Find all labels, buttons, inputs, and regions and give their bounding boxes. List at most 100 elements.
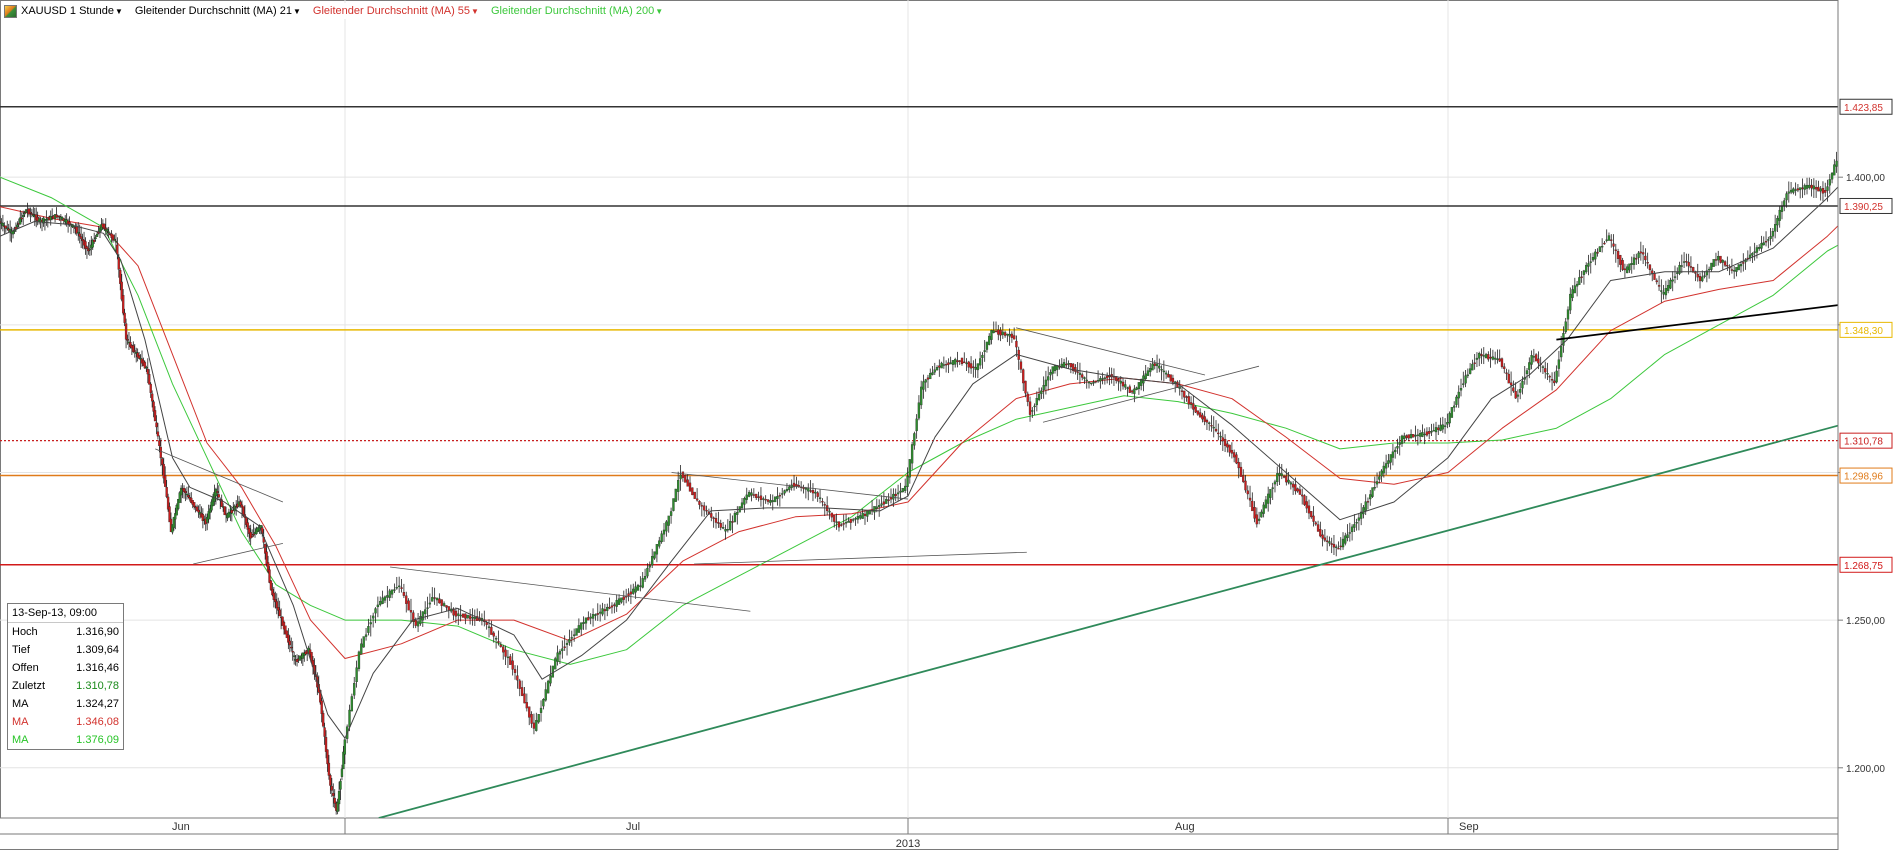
candle-body xyxy=(658,540,661,547)
candle-body xyxy=(878,505,881,508)
app-logo-icon xyxy=(4,4,17,18)
candle-body xyxy=(1667,285,1670,291)
candle-body xyxy=(332,793,335,796)
candle-body xyxy=(1792,188,1795,193)
candle-body xyxy=(1808,184,1811,188)
candle-body xyxy=(75,226,78,234)
candle-body xyxy=(1364,501,1367,511)
candle-body xyxy=(1096,380,1100,382)
candle-body xyxy=(156,431,160,437)
candle-body xyxy=(969,363,973,369)
candle-body xyxy=(16,224,19,228)
candle-body xyxy=(1849,128,1851,136)
candle-body xyxy=(292,655,296,657)
candle-body xyxy=(1571,289,1574,298)
candle-body xyxy=(1448,413,1451,424)
candle-body xyxy=(1044,379,1048,387)
candle-body xyxy=(634,586,637,593)
candle-body xyxy=(1264,499,1268,509)
candle-body xyxy=(719,523,722,528)
candle-body xyxy=(174,513,177,520)
candle-body xyxy=(179,487,183,496)
level-price-label: 1.310,78 xyxy=(1844,437,1883,448)
candle-body xyxy=(651,556,654,566)
candle-body xyxy=(1548,376,1551,378)
candle-body xyxy=(795,484,798,487)
candle-body xyxy=(1534,354,1538,362)
candle-body xyxy=(84,241,87,249)
candle-body xyxy=(461,613,465,618)
symbol-label: XAUUSD 1 Stunde xyxy=(21,5,114,17)
candle-body xyxy=(158,440,161,447)
candle-body xyxy=(376,604,380,608)
candle-body xyxy=(842,523,845,525)
candle-body xyxy=(152,401,155,412)
candle-body xyxy=(285,630,289,639)
trendline xyxy=(671,472,909,500)
candle-body xyxy=(193,502,196,508)
candle-body xyxy=(1013,335,1016,340)
candle-body xyxy=(1117,379,1120,382)
candle-body xyxy=(1375,481,1379,485)
candle-body xyxy=(398,585,401,588)
candle-body xyxy=(383,596,387,601)
level-price-label: 1.348,30 xyxy=(1844,326,1883,337)
candle-body xyxy=(1560,346,1563,358)
candle-body xyxy=(1212,426,1215,429)
candle-body xyxy=(414,620,417,626)
candle-body xyxy=(1883,122,1885,123)
candle-body xyxy=(442,603,446,606)
candle-body xyxy=(1121,381,1125,387)
candle-body xyxy=(1753,251,1756,253)
candle-body xyxy=(731,521,734,523)
ma21-indicator[interactable]: Gleitender Durchschnitt (MA) 21▼ xyxy=(135,5,301,17)
candle-body xyxy=(290,646,293,649)
candle-body xyxy=(1550,379,1554,381)
candle-body xyxy=(978,358,982,366)
candle-body xyxy=(187,495,190,498)
candle-body xyxy=(546,680,550,694)
candle-body xyxy=(1135,387,1138,390)
candle-body xyxy=(1537,358,1540,364)
candle-body xyxy=(230,510,233,514)
candle-body xyxy=(367,626,370,633)
candle-body xyxy=(476,616,479,621)
candle-body xyxy=(750,492,753,496)
candle-body xyxy=(788,486,791,490)
candle-body xyxy=(1412,434,1415,438)
candle-body xyxy=(1214,428,1218,432)
candle-body xyxy=(159,446,162,459)
candle-body xyxy=(117,257,120,270)
candle-body xyxy=(1237,461,1240,469)
candle-body xyxy=(1544,368,1547,373)
symbol-selector[interactable]: XAUUSD 1 Stunde▼ xyxy=(21,5,123,17)
candle-body xyxy=(1856,114,1858,123)
candle-body xyxy=(620,597,623,603)
candle-body xyxy=(1680,265,1683,267)
candle-body xyxy=(1130,390,1134,393)
candle-body xyxy=(965,362,968,365)
candle-body xyxy=(1355,522,1358,524)
candle-body xyxy=(494,638,498,640)
ma55-indicator[interactable]: Gleitender Durchschnitt (MA) 55▼ xyxy=(313,5,479,17)
candle-body xyxy=(1462,383,1465,385)
candle-body xyxy=(1886,123,1888,124)
candle-body xyxy=(1637,252,1640,258)
candle-body xyxy=(990,330,993,340)
candle-body xyxy=(287,634,290,643)
candle-body xyxy=(866,510,869,517)
candle-body xyxy=(330,786,333,791)
candle-body xyxy=(776,496,779,499)
candle-body xyxy=(133,350,136,352)
candle-body xyxy=(674,488,677,502)
candle-body xyxy=(944,364,948,366)
candle-body xyxy=(1459,388,1463,391)
candle-body xyxy=(1600,246,1604,248)
ma200-indicator[interactable]: Gleitender Durchschnitt (MA) 200▼ xyxy=(491,5,663,17)
candle-body xyxy=(440,599,443,606)
candle-body xyxy=(1267,493,1270,504)
candle-body xyxy=(1653,273,1656,280)
candle-body xyxy=(291,651,294,653)
candle-body xyxy=(1478,352,1481,359)
